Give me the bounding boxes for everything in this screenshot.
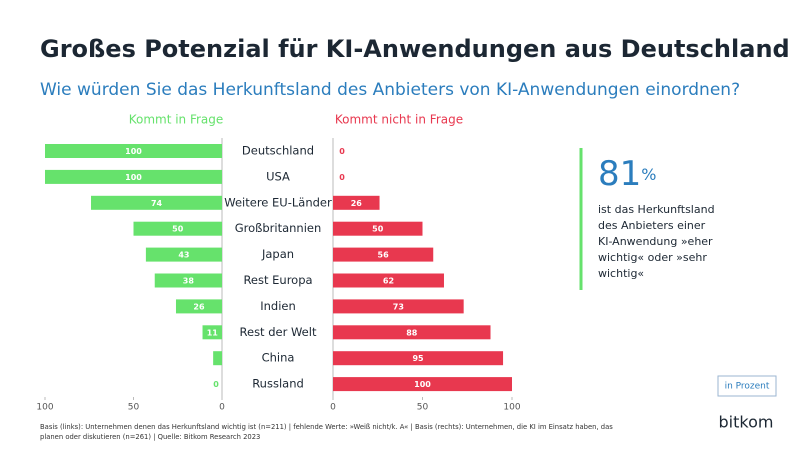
- bar: [333, 325, 491, 340]
- value-label: 62: [383, 277, 394, 286]
- bar: [45, 144, 222, 158]
- bar: [333, 195, 380, 210]
- category-label: Rest Europa: [243, 273, 312, 287]
- bar: [45, 169, 222, 184]
- bar: [213, 351, 222, 366]
- callout-text: wichtig«: [598, 267, 644, 280]
- value-label: 26: [351, 199, 363, 208]
- bar: [333, 351, 504, 366]
- value-label: 5: [213, 354, 219, 363]
- legend-left: Kommt in Frage: [129, 113, 224, 127]
- x2-tick-label: 0: [330, 403, 336, 413]
- callout-text: wichtig« oder »sehr: [598, 251, 707, 264]
- value-label: 26: [193, 302, 205, 311]
- bar: [333, 221, 423, 236]
- value-label: 100: [125, 147, 142, 156]
- x-tick-label: 0: [219, 403, 225, 413]
- value-label: 43: [178, 251, 189, 260]
- brand: bitkom: [719, 413, 774, 432]
- bar: [333, 299, 464, 314]
- value-label: 50: [372, 225, 384, 234]
- chart-subtitle: Wie würden Sie das Herkunftsland des Anb…: [40, 80, 740, 100]
- value-label: 88: [406, 328, 418, 337]
- unit-box: [717, 375, 777, 397]
- bar: [145, 247, 222, 262]
- bar: [175, 299, 222, 314]
- value-label: 0: [213, 380, 219, 389]
- value-label: 73: [393, 302, 404, 311]
- bar: [133, 221, 222, 236]
- category-label: Weitere EU-Länder: [224, 195, 332, 209]
- value-label: 95: [412, 354, 424, 363]
- unit-note: in Prozent: [725, 382, 770, 392]
- value-label: 50: [172, 225, 184, 234]
- value-label: 56: [378, 251, 390, 260]
- bar: [202, 325, 222, 340]
- bar: [333, 273, 444, 288]
- callout-text: ist das Herkunftsland: [598, 203, 715, 216]
- bar: [333, 247, 434, 262]
- source-note: Basis (links): Unternehmen denen das Her…: [40, 423, 613, 431]
- value-label: 0: [339, 173, 345, 182]
- value-label: 38: [183, 277, 195, 286]
- bar: [333, 377, 512, 392]
- category-label: China: [262, 351, 295, 365]
- category-label: Russland: [252, 377, 304, 391]
- value-label: 100: [414, 380, 431, 389]
- value-label: 74: [151, 199, 163, 208]
- category-label: USA: [266, 169, 290, 183]
- x2-tick-label: 100: [503, 403, 520, 413]
- chart-title: Großes Potenzial für KI-Anwendungen aus …: [40, 35, 790, 63]
- source-note: planen oder diskutieren (n=261) | Quelle…: [40, 433, 260, 441]
- bar: [154, 273, 222, 288]
- callout-text: des Anbieters einer: [598, 219, 706, 232]
- category-label: Großbritannien: [235, 221, 322, 235]
- category-label: Rest der Welt: [240, 325, 317, 339]
- x-tick-label: 100: [36, 403, 53, 413]
- category-label: Deutschland: [242, 144, 314, 158]
- value-label: 100: [125, 173, 142, 182]
- callout-value: 81%: [598, 154, 656, 194]
- x-tick-label: 50: [128, 403, 140, 413]
- x2-tick-label: 50: [417, 403, 429, 413]
- value-label: 11: [207, 328, 219, 337]
- category-label: Indien: [260, 299, 296, 313]
- value-label: 0: [339, 147, 345, 156]
- legend-right: Kommt nicht in Frage: [335, 113, 463, 127]
- bar: [91, 195, 223, 210]
- category-label: Japan: [261, 247, 294, 261]
- callout-text: KI-Anwendung »eher: [598, 235, 713, 248]
